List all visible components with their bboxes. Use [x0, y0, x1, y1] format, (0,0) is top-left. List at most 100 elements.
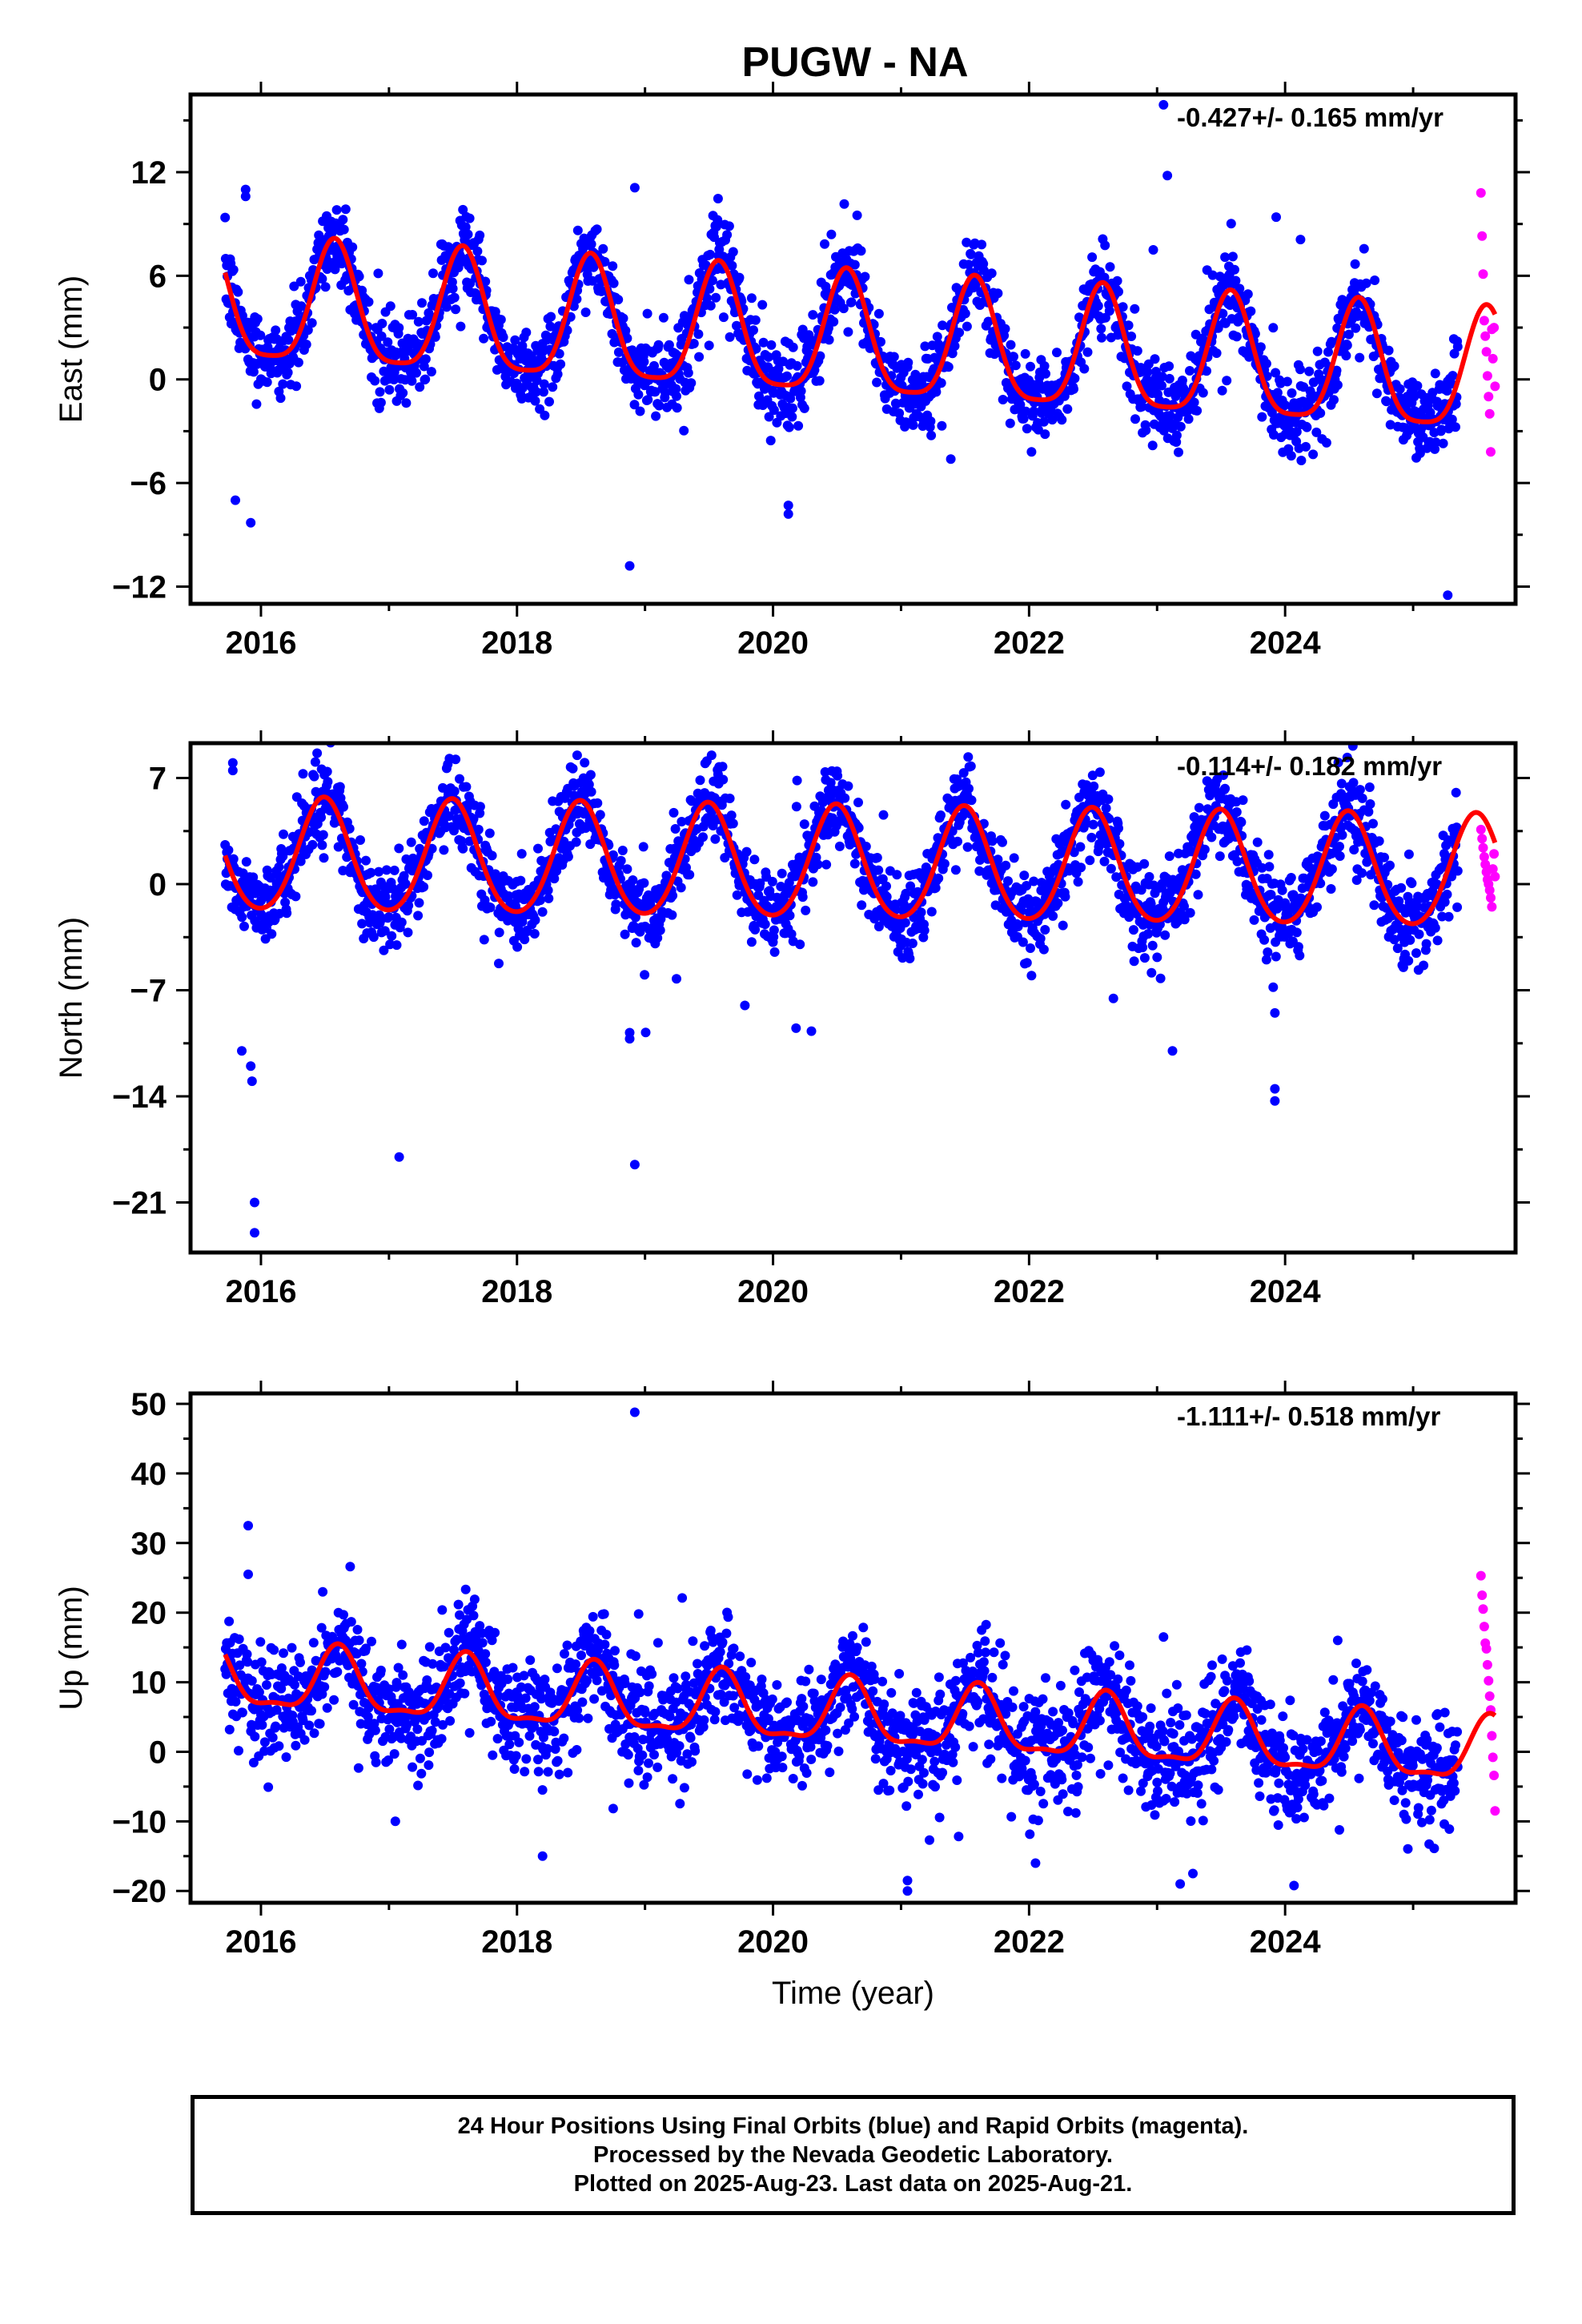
final-orbit-point: [824, 335, 834, 345]
final-orbit-point: [1085, 855, 1095, 866]
final-orbit-point: [267, 929, 277, 939]
final-orbit-point: [413, 911, 424, 921]
final-orbit-point: [441, 302, 452, 312]
final-orbit-point: [783, 501, 793, 511]
final-orbit-point: [814, 376, 825, 386]
final-orbit-point: [829, 304, 840, 315]
final-orbit-point: [549, 874, 560, 884]
final-orbit-point: [1029, 876, 1039, 887]
final-orbit-point: [993, 854, 1003, 865]
final-orbit-point: [720, 853, 730, 862]
final-orbit-point: [966, 795, 977, 806]
final-orbit-point: [281, 1752, 291, 1763]
final-orbit-point: [629, 400, 640, 410]
final-orbit-point: [1431, 437, 1441, 448]
final-orbit-point: [320, 282, 331, 292]
final-orbit-point: [1123, 320, 1134, 331]
final-orbit-point: [227, 766, 238, 776]
final-orbit-point: [950, 341, 960, 352]
final-orbit-point: [1271, 212, 1281, 223]
final-orbit-point: [451, 754, 461, 765]
final-orbit-point: [1264, 862, 1275, 872]
final-orbit-point: [1361, 278, 1371, 288]
final-orbit-point: [785, 911, 795, 921]
final-orbit-point: [1359, 243, 1369, 254]
final-orbit-point: [635, 406, 645, 416]
final-orbit-point: [415, 1753, 425, 1763]
final-orbit-point: [1332, 380, 1343, 390]
final-orbit-point: [453, 1599, 464, 1610]
y-tick-label: 7: [149, 762, 167, 797]
final-orbit-point: [1231, 275, 1241, 286]
final-orbit-point: [1261, 955, 1271, 965]
final-orbit-point: [1147, 440, 1158, 451]
final-orbit-point: [298, 769, 308, 779]
final-orbit-point: [1270, 1007, 1280, 1018]
final-orbit-point: [1155, 973, 1166, 983]
final-orbit-point: [908, 420, 918, 430]
final-orbit-point: [749, 325, 758, 336]
final-orbit-point: [1171, 430, 1182, 440]
final-orbit-point: [247, 1076, 257, 1087]
final-orbit-point: [651, 411, 661, 421]
final-orbit-point: [1323, 347, 1333, 357]
final-orbit-point: [1319, 810, 1330, 821]
final-orbit-point: [423, 870, 432, 880]
final-orbit-point: [256, 1657, 267, 1667]
final-orbit-point: [1226, 219, 1236, 229]
final-orbit-point: [240, 184, 251, 195]
final-orbit-point: [1296, 456, 1307, 465]
final-orbit-point: [1355, 785, 1365, 795]
final-orbit-point: [1082, 347, 1093, 357]
final-orbit-point: [1192, 405, 1203, 416]
final-orbit-point: [516, 849, 527, 859]
final-orbit-point: [316, 812, 326, 822]
x-tick-label: 2018: [481, 625, 552, 661]
final-orbit-point: [1312, 902, 1322, 912]
chart-title: PUGW - NA: [741, 39, 968, 86]
north-ylabel: North (mm): [54, 917, 89, 1079]
final-orbit-point: [278, 851, 288, 862]
final-orbit-point: [900, 918, 910, 928]
final-orbit-point: [1111, 872, 1122, 883]
final-orbit-point: [705, 300, 716, 311]
final-orbit-point: [1364, 782, 1375, 792]
final-orbit-point: [1179, 901, 1189, 911]
final-orbit-point: [580, 308, 591, 317]
final-orbit-point: [311, 786, 321, 797]
x-tick-label: 2024: [1250, 625, 1322, 661]
final-orbit-point: [530, 915, 540, 925]
final-orbit-point: [792, 775, 802, 786]
final-orbit-point: [317, 274, 327, 284]
final-orbit-point: [1126, 332, 1137, 341]
final-orbit-point: [1329, 395, 1339, 405]
final-orbit-point: [722, 230, 733, 240]
final-orbit-point: [698, 832, 708, 842]
final-orbit-point: [263, 1782, 274, 1792]
final-orbit-point: [792, 360, 802, 371]
final-orbit-point: [801, 905, 811, 915]
final-orbit-point: [586, 786, 596, 797]
final-orbit-point: [223, 845, 234, 855]
final-orbit-point: [1157, 380, 1166, 391]
final-orbit-point: [947, 348, 958, 359]
final-orbit-point: [396, 917, 407, 927]
final-orbit-point: [791, 802, 801, 812]
final-orbit-point: [1238, 795, 1248, 806]
final-orbit-point: [622, 864, 632, 875]
final-orbit-point: [344, 823, 355, 834]
final-orbit-point: [857, 900, 867, 911]
final-orbit-point: [332, 1667, 343, 1677]
final-orbit-point: [1122, 381, 1132, 392]
final-orbit-point: [1259, 935, 1270, 945]
rapid-orbit-point: [1476, 187, 1486, 198]
final-orbit-point: [767, 876, 777, 887]
final-orbit-point: [1272, 388, 1283, 398]
rapid-orbit-point: [1486, 447, 1496, 457]
final-orbit-point: [626, 883, 636, 893]
final-orbit-point: [1403, 849, 1414, 859]
final-orbit-point: [903, 357, 913, 368]
final-orbit-point: [777, 868, 787, 879]
final-orbit-point: [224, 1616, 235, 1626]
